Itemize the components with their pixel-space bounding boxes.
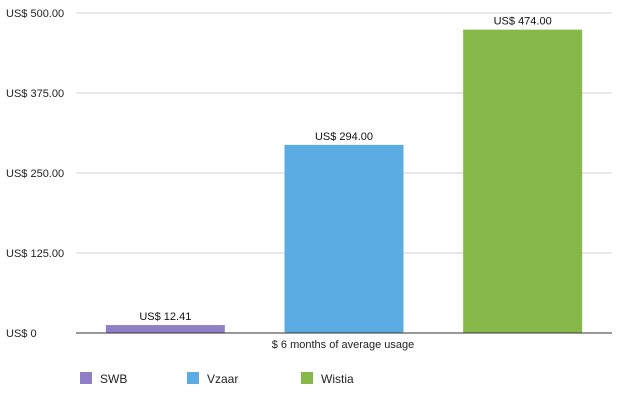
y-tick-label: US$ 125.00 [6, 248, 64, 260]
y-tick-label: US$ 0 [6, 328, 37, 340]
legend-label: Vzaar [207, 372, 238, 386]
x-axis-label: $ 6 months of average usage [272, 339, 414, 351]
y-tick-label: US$ 250.00 [6, 168, 64, 180]
legend-swatch [80, 372, 92, 384]
legend-swatch [301, 372, 313, 384]
bar-swb [105, 325, 225, 333]
bar-vzaar [284, 144, 404, 333]
y-tick-label: US$ 375.00 [6, 88, 64, 100]
legend-swatch [187, 372, 199, 384]
data-label: US$ 12.41 [139, 311, 191, 323]
data-label: US$ 474.00 [494, 16, 552, 28]
legend-label: Wistia [321, 372, 354, 386]
legend-label: SWB [100, 372, 127, 386]
data-label: US$ 294.00 [315, 131, 373, 143]
y-tick-label: US$ 500.00 [6, 8, 64, 20]
bar-wistia [463, 29, 583, 333]
